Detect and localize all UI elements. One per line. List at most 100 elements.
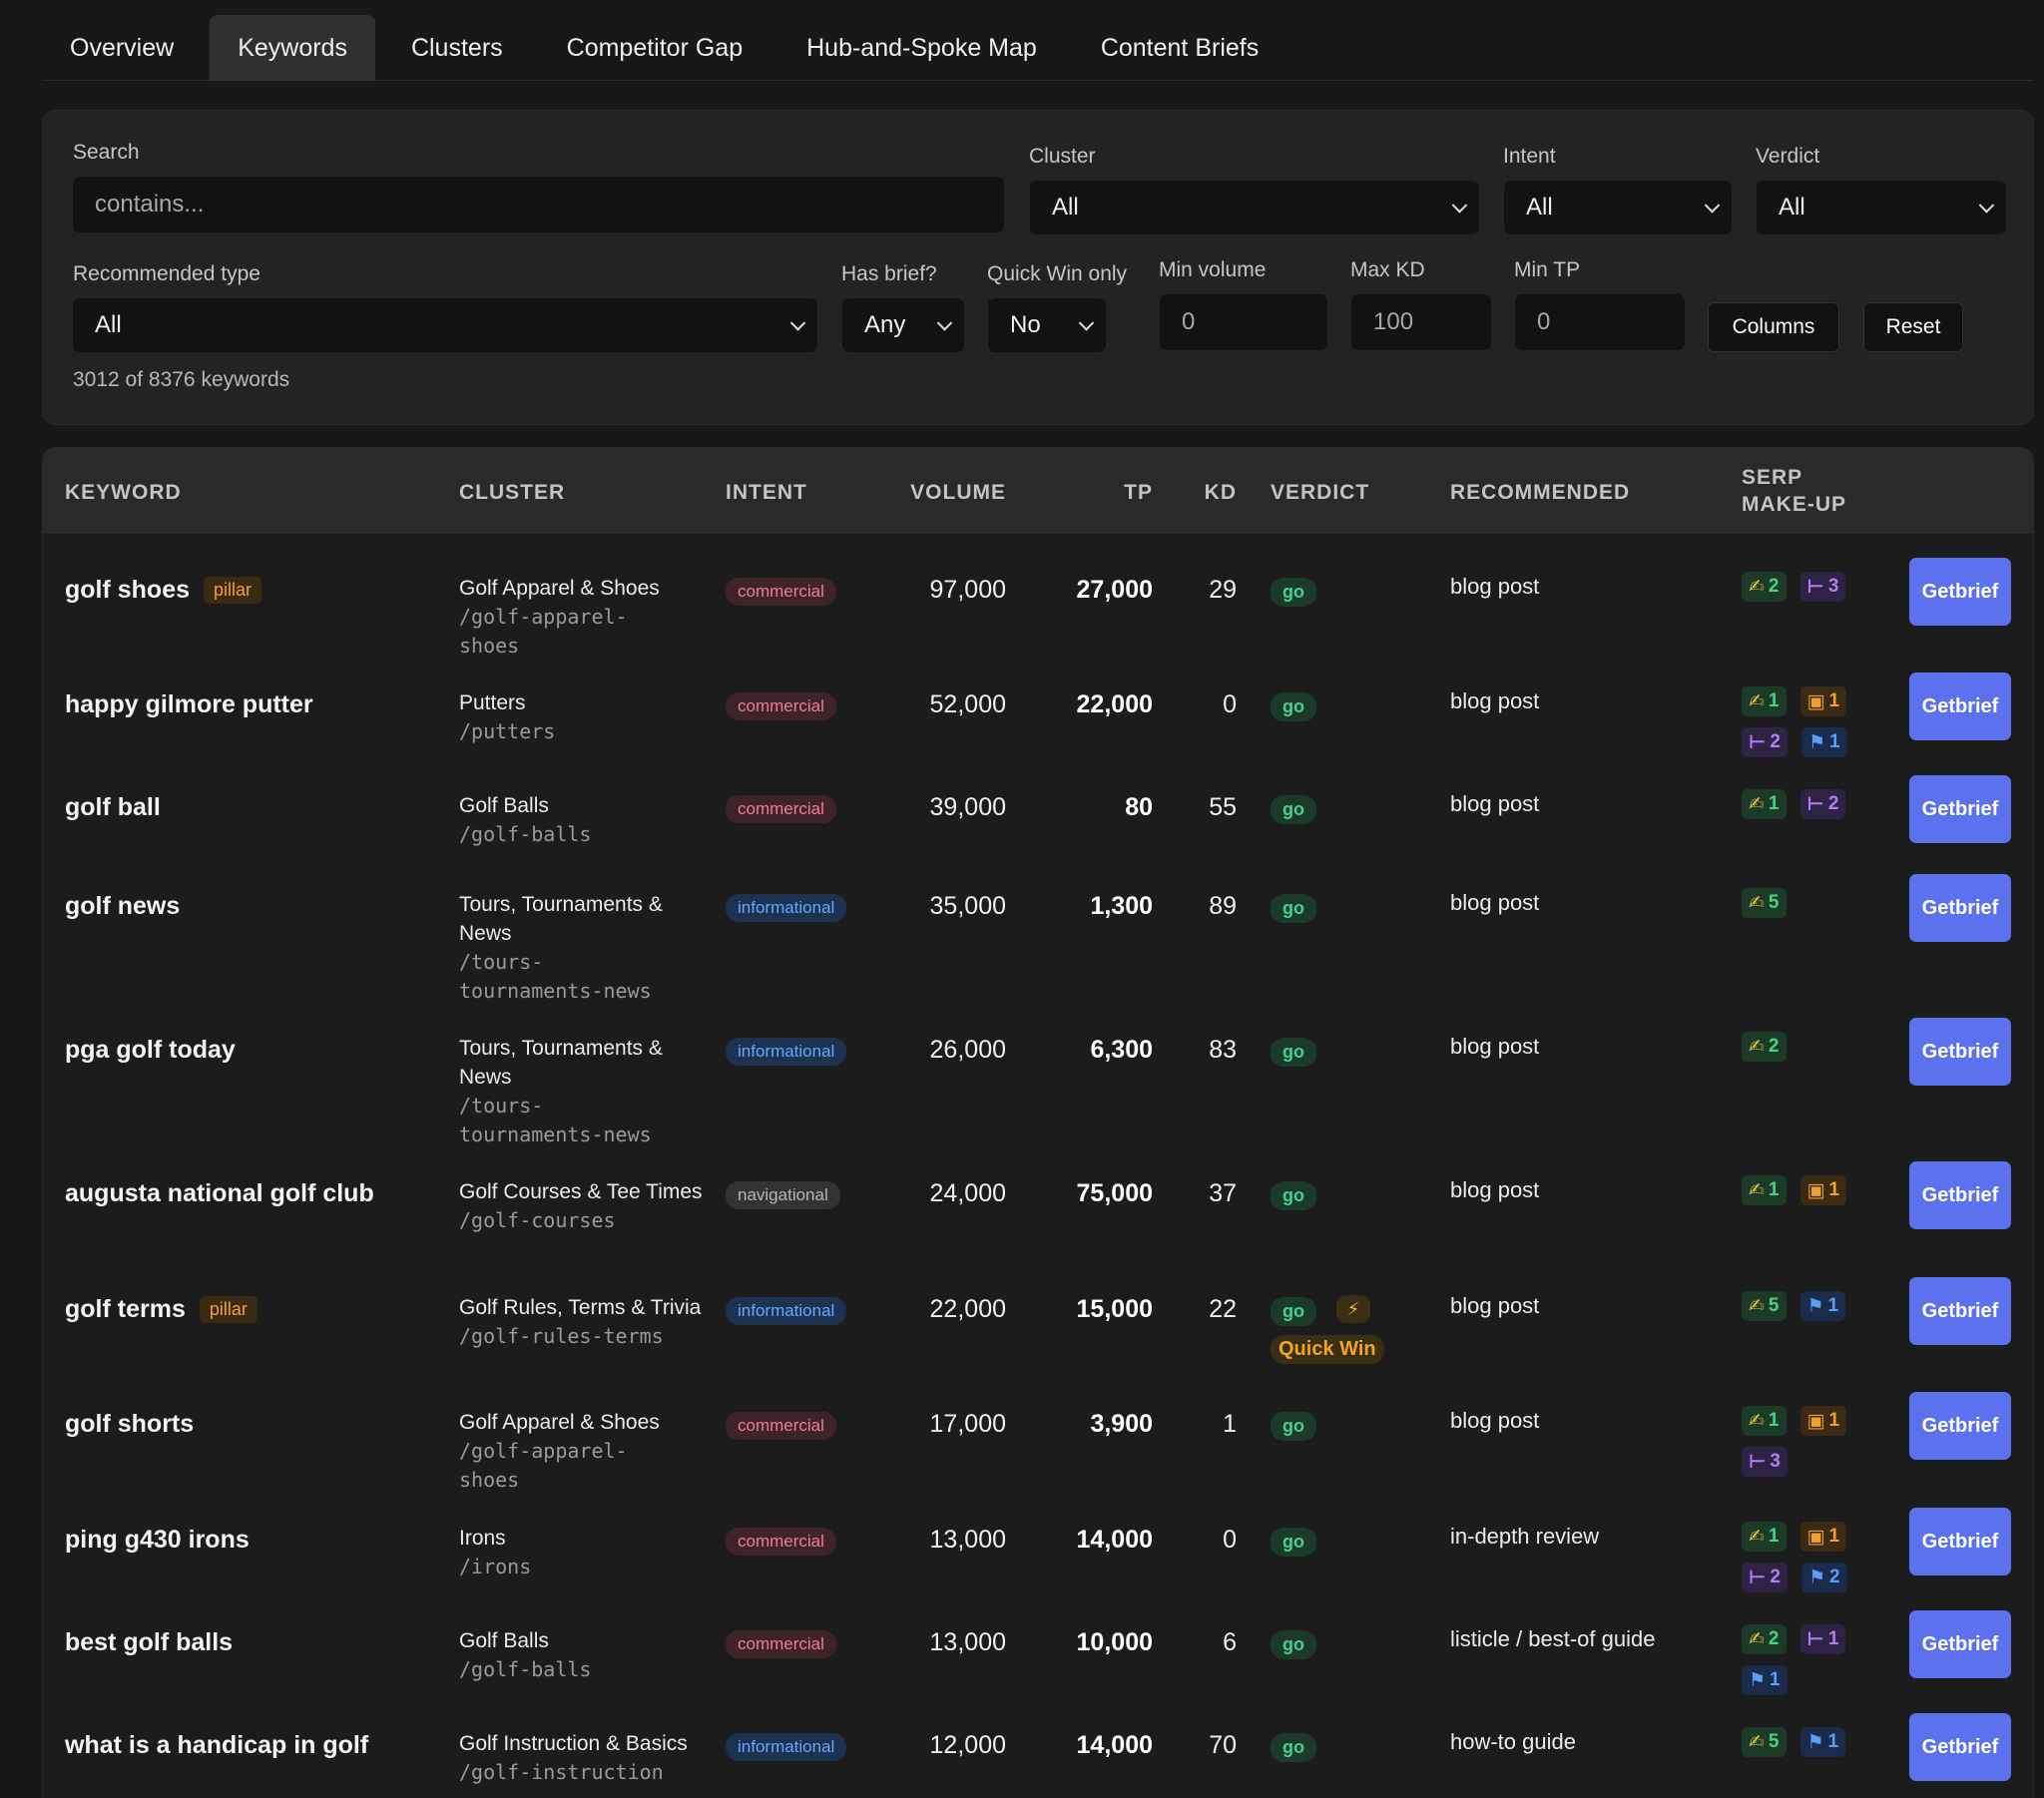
serp-orange-icon: ▣ bbox=[1806, 1526, 1825, 1548]
col-tp[interactable]: TP bbox=[1124, 481, 1153, 504]
pillar-badge: pillar bbox=[204, 577, 262, 604]
keyword-cell[interactable]: golf shorts bbox=[65, 1410, 194, 1439]
intent-badge: commercial bbox=[726, 1630, 836, 1658]
min-volume-input[interactable]: 0 bbox=[1160, 294, 1327, 350]
serp-green-icon: ✍ bbox=[1749, 1410, 1765, 1432]
keyword-cell[interactable]: pga golf today bbox=[65, 1036, 236, 1065]
serp-makeup: ✍ 1 ▣ 1 ⊢ 2 ⚑ 1 bbox=[1742, 686, 1893, 757]
keyword-cell[interactable]: what is a handicap in golf bbox=[65, 1731, 368, 1760]
get-brief-button[interactable]: Get brief bbox=[1909, 1508, 2011, 1575]
serp-purple-icon: ⊢ bbox=[1749, 731, 1767, 753]
get-brief-button[interactable]: Get brief bbox=[1909, 775, 2011, 843]
serp-purple-icon: ⊢ bbox=[1806, 793, 1824, 815]
tab-clusters[interactable]: Clusters bbox=[410, 33, 503, 62]
recommended-type: in-depth review bbox=[1450, 1524, 1600, 1549]
keyword-cell[interactable]: ping g430 irons bbox=[65, 1526, 250, 1555]
cluster-slug: /irons bbox=[459, 1555, 532, 1578]
serp-green-icon: ✍ bbox=[1749, 1526, 1765, 1548]
col-keyword[interactable]: KEYWORD bbox=[65, 481, 182, 504]
serp-chip-count: 1 bbox=[1827, 1295, 1839, 1316]
serp-chip: ⊢ 2 bbox=[1742, 1563, 1788, 1592]
serp-chip-count: 5 bbox=[1768, 892, 1780, 913]
serp-makeup: ✍ 1 ▣ 1 ⊢ 2 ⚑ 2 bbox=[1742, 1522, 1893, 1592]
serp-orange-icon: ▣ bbox=[1806, 690, 1825, 712]
serp-chip: ⊢ 1 bbox=[1799, 1624, 1846, 1654]
recommended-type: blog post bbox=[1450, 574, 1540, 599]
serp-chip-count: 2 bbox=[1768, 1628, 1780, 1649]
keyword-cell[interactable]: golf ball bbox=[65, 793, 161, 822]
tab-overview[interactable]: Overview bbox=[70, 33, 175, 62]
has-brief-select[interactable]: Any bbox=[842, 298, 964, 352]
serp-chip-count: 1 bbox=[1768, 1410, 1780, 1431]
get-brief-line1: Get bbox=[1921, 1632, 1955, 1655]
min-tp-input[interactable]: 0 bbox=[1515, 294, 1685, 350]
columns-button[interactable]: Columns bbox=[1708, 302, 1839, 352]
intent-select[interactable]: All bbox=[1504, 181, 1732, 234]
keyword-cell[interactable]: golf terms pillar bbox=[65, 1295, 257, 1324]
reset-button[interactable]: Reset bbox=[1863, 302, 1963, 352]
serp-chip: ⊢ 3 bbox=[1742, 1447, 1788, 1477]
cluster-slug: /putters bbox=[459, 719, 556, 743]
cluster-name: Golf Instruction & Basics bbox=[459, 1732, 688, 1755]
quick-win-select[interactable]: No bbox=[988, 298, 1106, 352]
intent-badge: informational bbox=[726, 1733, 847, 1761]
volume-value: 22,000 bbox=[929, 1295, 1006, 1323]
serp-chip-count: 1 bbox=[1828, 690, 1840, 711]
serp-chip: ✍ 1 bbox=[1742, 1406, 1787, 1436]
keyword-cell[interactable]: augusta national golf club bbox=[65, 1179, 374, 1208]
keyword-cell[interactable]: happy gilmore putter bbox=[65, 690, 313, 719]
serp-makeup: ✍ 5 ⚑ 1 bbox=[1742, 1291, 1893, 1321]
col-serp-line1[interactable]: SERP bbox=[1742, 466, 1803, 489]
max-kd-input[interactable]: 100 bbox=[1351, 294, 1491, 350]
serp-green-icon: ✍ bbox=[1749, 892, 1765, 914]
get-brief-line2: brief bbox=[1955, 1040, 1999, 1063]
kd-value: 6 bbox=[1223, 1628, 1237, 1656]
tab-keywords[interactable]: Keywords bbox=[210, 15, 375, 81]
cluster-cell: Tours, Tournaments & News/tours-tourname… bbox=[459, 890, 709, 1006]
tp-value: 27,000 bbox=[1076, 576, 1153, 604]
serp-purple-icon: ⊢ bbox=[1806, 576, 1824, 598]
keyword-cell[interactable]: golf news bbox=[65, 892, 180, 921]
cluster-select[interactable]: All bbox=[1030, 181, 1479, 234]
col-kd[interactable]: KD bbox=[1204, 481, 1237, 504]
tab-bar: Overview Keywords Clusters Competitor Ga… bbox=[42, 15, 2033, 81]
keyword-cell[interactable]: best golf balls bbox=[65, 1628, 233, 1657]
recommended-type-select[interactable]: All bbox=[73, 298, 817, 352]
get-brief-button[interactable]: Get brief bbox=[1909, 1018, 2011, 1086]
get-brief-button[interactable]: Get brief bbox=[1909, 1713, 2011, 1781]
cluster-slug: /tours-tournaments-news bbox=[459, 1094, 652, 1146]
serp-chip: ✍ 1 bbox=[1742, 686, 1787, 716]
verdict-badge: go bbox=[1271, 1733, 1316, 1762]
get-brief-line2: brief bbox=[1955, 1183, 1999, 1206]
serp-makeup: ✍ 1 ▣ 1 ⊢ 3 bbox=[1742, 1406, 1893, 1477]
tp-value: 80 bbox=[1125, 793, 1153, 821]
get-brief-button[interactable]: Get brief bbox=[1909, 558, 2011, 626]
get-brief-button[interactable]: Get brief bbox=[1909, 1610, 2011, 1678]
verdict-badge: go bbox=[1271, 1630, 1316, 1659]
get-brief-line2: brief bbox=[1955, 694, 1999, 717]
tab-competitor-gap[interactable]: Competitor Gap bbox=[566, 33, 744, 62]
get-brief-button[interactable]: Get brief bbox=[1909, 874, 2011, 942]
tab-content-briefs[interactable]: Content Briefs bbox=[1100, 33, 1260, 62]
col-serp-line2[interactable]: MAKE-UP bbox=[1742, 493, 1846, 516]
kd-value: 37 bbox=[1209, 1179, 1237, 1207]
get-brief-button[interactable]: Get brief bbox=[1909, 1392, 2011, 1460]
get-brief-line1: Get bbox=[1921, 580, 1955, 603]
get-brief-button[interactable]: Get brief bbox=[1909, 673, 2011, 740]
get-brief-button[interactable]: Get brief bbox=[1909, 1277, 2011, 1345]
keyword-cell[interactable]: golf shoes pillar bbox=[65, 576, 262, 605]
tp-value: 75,000 bbox=[1076, 1179, 1153, 1207]
result-count: 3012 of 8376 keywords bbox=[73, 368, 290, 391]
serp-chip: ✍ 1 bbox=[1742, 1175, 1787, 1205]
serp-chip: ▣ 1 bbox=[1799, 1406, 1847, 1436]
tab-hub-and-spoke-map[interactable]: Hub-and-Spoke Map bbox=[806, 33, 1037, 62]
col-recommended[interactable]: RECOMMENDED bbox=[1450, 481, 1631, 504]
serp-purple-icon: ⊢ bbox=[1749, 1451, 1767, 1473]
col-volume[interactable]: VOLUME bbox=[910, 481, 1006, 504]
col-intent[interactable]: INTENT bbox=[726, 481, 807, 504]
verdict-select[interactable]: All bbox=[1757, 181, 2006, 234]
search-input[interactable]: contains... bbox=[73, 177, 1004, 232]
get-brief-button[interactable]: Get brief bbox=[1909, 1161, 2011, 1229]
col-verdict[interactable]: VERDICT bbox=[1271, 481, 1370, 504]
col-cluster[interactable]: CLUSTER bbox=[459, 481, 566, 504]
